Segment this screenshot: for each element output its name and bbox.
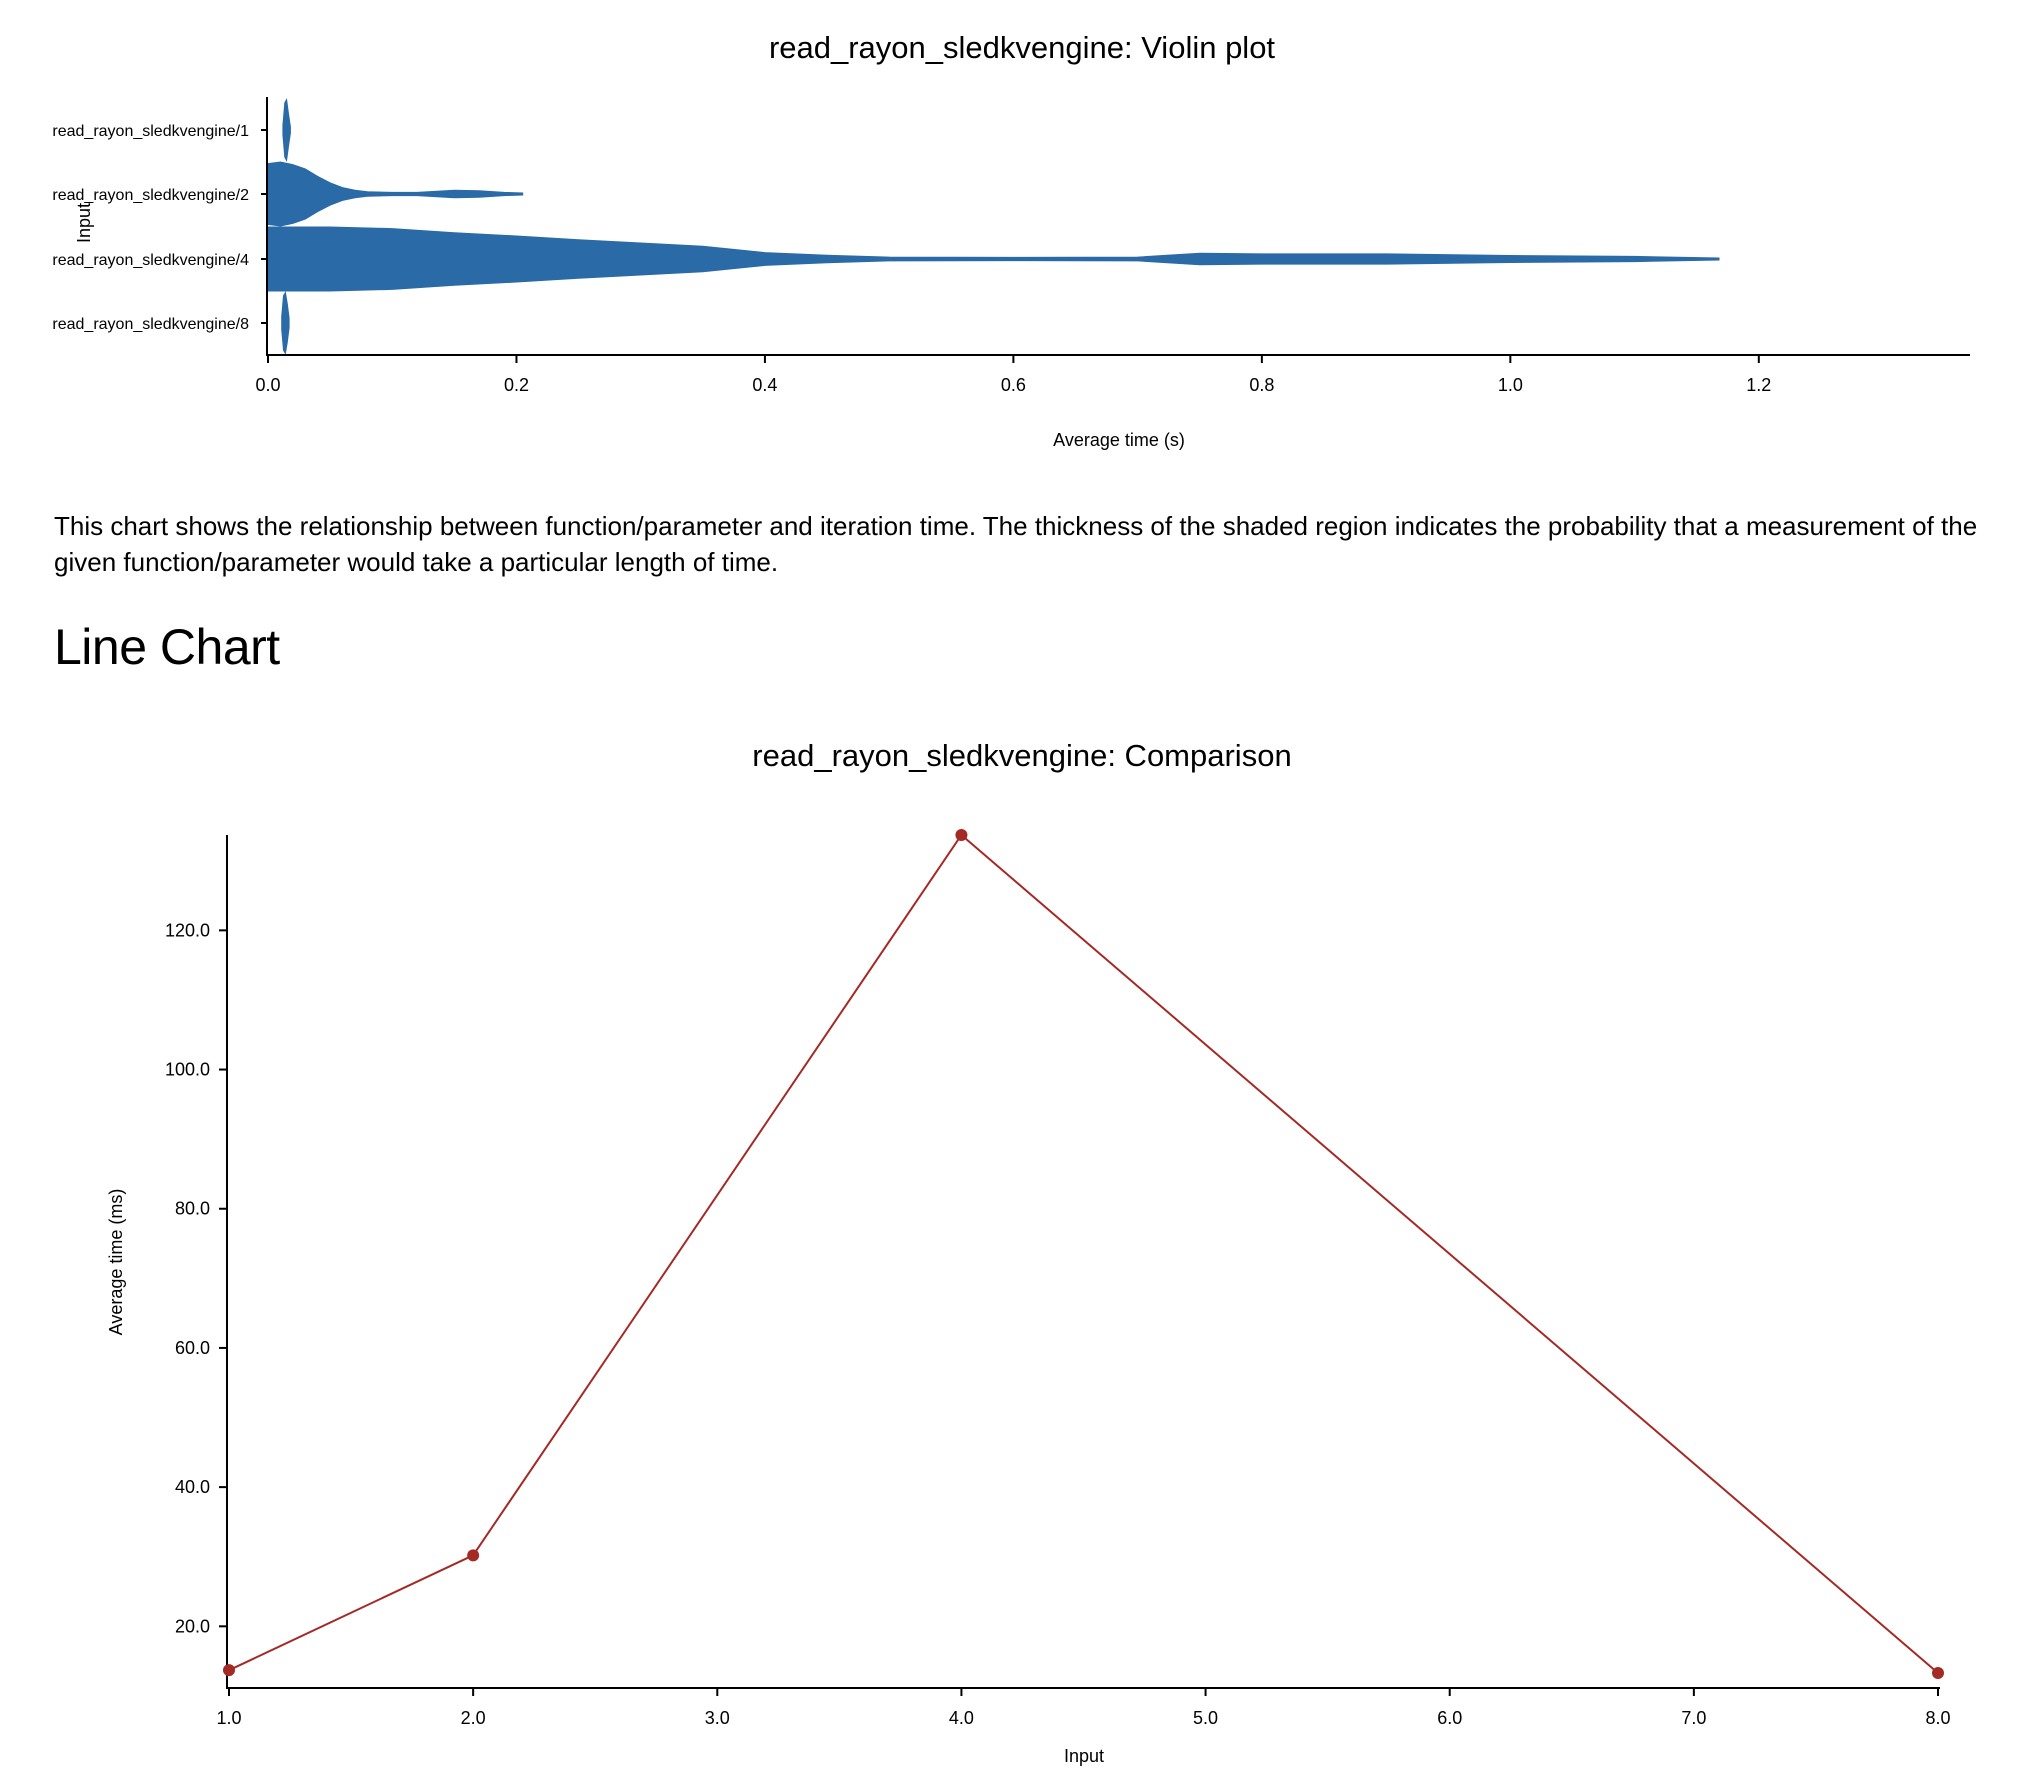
violin-category-label: read_rayon_sledkvengine/8 [52,316,249,333]
line-x-tick-label: 8.0 [1925,1708,1950,1728]
line-y-tick-label: 80.0 [175,1199,210,1219]
chart-description: This chart shows the relationship betwee… [54,511,1978,577]
violin-chart: read_rayon_sledkvengine: Violin plot rea… [52,30,1970,450]
line-x-tick-label: 2.0 [461,1708,486,1728]
line-y-tick-label: 120.0 [165,920,210,940]
data-point [467,1549,480,1562]
violin-x-tick-label: 0.4 [752,375,777,395]
line-x-tick-label: 3.0 [705,1708,730,1728]
violin-shape [282,98,291,162]
series-line [228,833,1939,1674]
violin-title: read_rayon_sledkvengine: Violin plot [769,30,1275,65]
line-title: read_rayon_sledkvengine: Comparison [752,738,1291,773]
violin-x-label: Average time (s) [1053,430,1185,450]
line-x-label: Input [1064,1746,1104,1766]
line-x-tick-label: 5.0 [1193,1708,1218,1728]
violin-category-label: read_rayon_sledkvengine/2 [52,187,249,204]
line-y-tick-label: 20.0 [175,1616,210,1636]
violin-category-label: read_rayon_sledkvengine/4 [52,252,249,269]
violin-x-tick-label: 0.2 [504,375,529,395]
data-point [955,829,968,841]
violin-category-label: read_rayon_sledkvengine/1 [52,123,249,140]
line-x-tick-label: 1.0 [216,1708,241,1728]
line-y-tick-label: 40.0 [175,1477,210,1497]
violin-x-tick-label: 0.8 [1249,375,1274,395]
line-x-tick-label: 6.0 [1437,1708,1462,1728]
violin-x-tick-label: 0.6 [1001,375,1026,395]
violin-shape [281,291,290,355]
line-y-label: Average time (ms) [106,1189,126,1336]
violin-x-tick-label: 1.0 [1498,375,1523,395]
data-point [1932,1666,1944,1679]
violin-x-tick-label: 1.2 [1746,375,1771,395]
violin-x-tick-label: 0.0 [255,375,280,395]
violin-shape [267,161,524,227]
violin-shape [267,226,1720,292]
line-y-tick-label: 60.0 [175,1338,210,1358]
violin-y-label: Input [74,203,94,243]
line-x-tick-label: 7.0 [1681,1708,1706,1728]
line-y-tick-label: 100.0 [165,1060,210,1080]
data-point [223,1664,235,1677]
line-x-tick-label: 4.0 [949,1708,974,1728]
section-heading: Line Chart [54,619,280,675]
